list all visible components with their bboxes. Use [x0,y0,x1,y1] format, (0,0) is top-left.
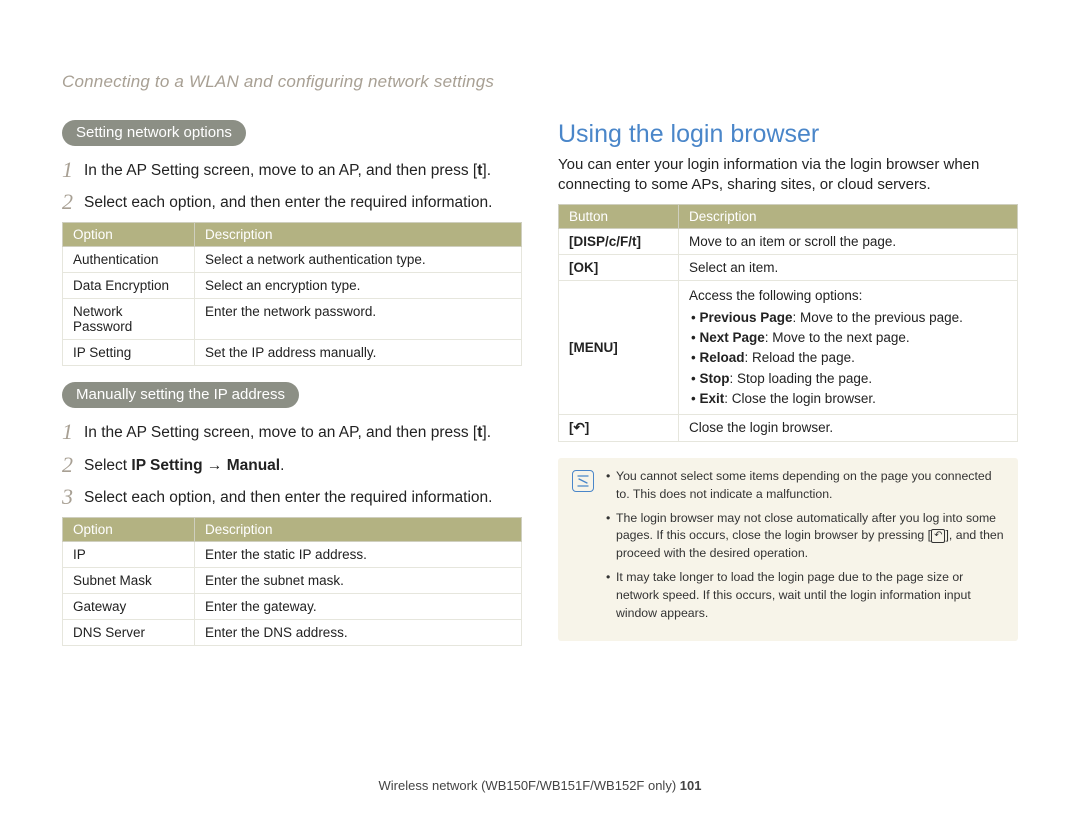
button-label: [DISP/c/F/t] [569,234,641,249]
step: 1 In the AP Setting screen, move to an A… [62,420,522,444]
left-column: Setting network options 1 In the AP Sett… [62,120,522,662]
buttons-table: Button Description [DISP/c/F/t] Move to … [558,204,1018,443]
step-number: 2 [62,190,84,214]
table-row: GatewayEnter the gateway. [63,593,522,619]
table-header: Button [559,204,679,228]
note-icon [572,470,594,492]
table-row: [↶] Close the login browser. [559,415,1018,442]
page-footer: Wireless network (WB150F/WB151F/WB152F o… [0,778,1080,793]
step-text: In the AP Setting screen, move to an AP,… [84,420,491,444]
table-row: AuthenticationSelect a network authentic… [63,247,522,273]
options-table: Option Description AuthenticationSelect … [62,222,522,366]
right-column: Using the login browser You can enter yo… [558,120,1018,662]
pill-manual-ip: Manually setting the IP address [62,382,299,408]
table-header: Description [195,517,522,541]
table-row: Data EncryptionSelect an encryption type… [63,273,522,299]
step-number: 3 [62,485,84,509]
section-title: Using the login browser [558,120,1018,149]
step-text: Select each option, and then enter the r… [84,485,492,509]
step-text: Select each option, and then enter the r… [84,190,492,214]
ip-table: Option Description IPEnter the static IP… [62,517,522,646]
page-number: 101 [680,778,702,793]
button-label: [OK] [569,260,598,275]
step: 3 Select each option, and then enter the… [62,485,522,509]
menu-options: Access the following options: Previous P… [679,280,1018,415]
table-row: [OK] Select an item. [559,254,1018,280]
button-label: [MENU] [569,340,618,355]
step-text: Select IP Setting → Manual. [84,453,284,477]
note-list: You cannot select some items depending o… [606,468,1004,629]
step-number: 1 [62,420,84,444]
table-header: Option [63,223,195,247]
note-box: You cannot select some items depending o… [558,458,1018,641]
table-row: IP SettingSet the IP address manually. [63,340,522,366]
intro-text: You can enter your login information via… [558,155,1018,196]
table-row: DNS ServerEnter the DNS address. [63,619,522,645]
table-header: Description [679,204,1018,228]
table-row: Network PasswordEnter the network passwo… [63,299,522,340]
page-subtitle: Connecting to a WLAN and configuring net… [62,72,1018,92]
note-item: It may take longer to load the login pag… [606,569,1004,622]
table-header: Description [195,223,522,247]
table-header: Option [63,517,195,541]
table-row: [DISP/c/F/t] Move to an item or scroll t… [559,228,1018,254]
step-number: 2 [62,453,84,477]
note-item: The login browser may not close automati… [606,510,1004,563]
table-row: [MENU] Access the following options: Pre… [559,280,1018,415]
step: 2 Select each option, and then enter the… [62,190,522,214]
back-icon: ↶ [931,529,945,543]
step: 2 Select IP Setting → Manual. [62,453,522,477]
pill-setting-network-options: Setting network options [62,120,246,146]
step-text: In the AP Setting screen, move to an AP,… [84,158,491,182]
table-row: Subnet MaskEnter the subnet mask. [63,567,522,593]
step-number: 1 [62,158,84,182]
table-row: IPEnter the static IP address. [63,541,522,567]
note-item: You cannot select some items depending o… [606,468,1004,504]
back-button-label: [↶] [569,420,589,435]
step: 1 In the AP Setting screen, move to an A… [62,158,522,182]
two-column-layout: Setting network options 1 In the AP Sett… [62,120,1018,662]
